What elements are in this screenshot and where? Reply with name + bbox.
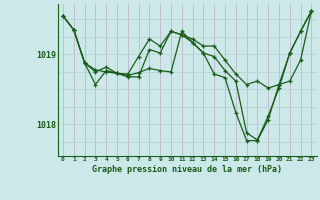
X-axis label: Graphe pression niveau de la mer (hPa): Graphe pression niveau de la mer (hPa) [92,165,282,174]
